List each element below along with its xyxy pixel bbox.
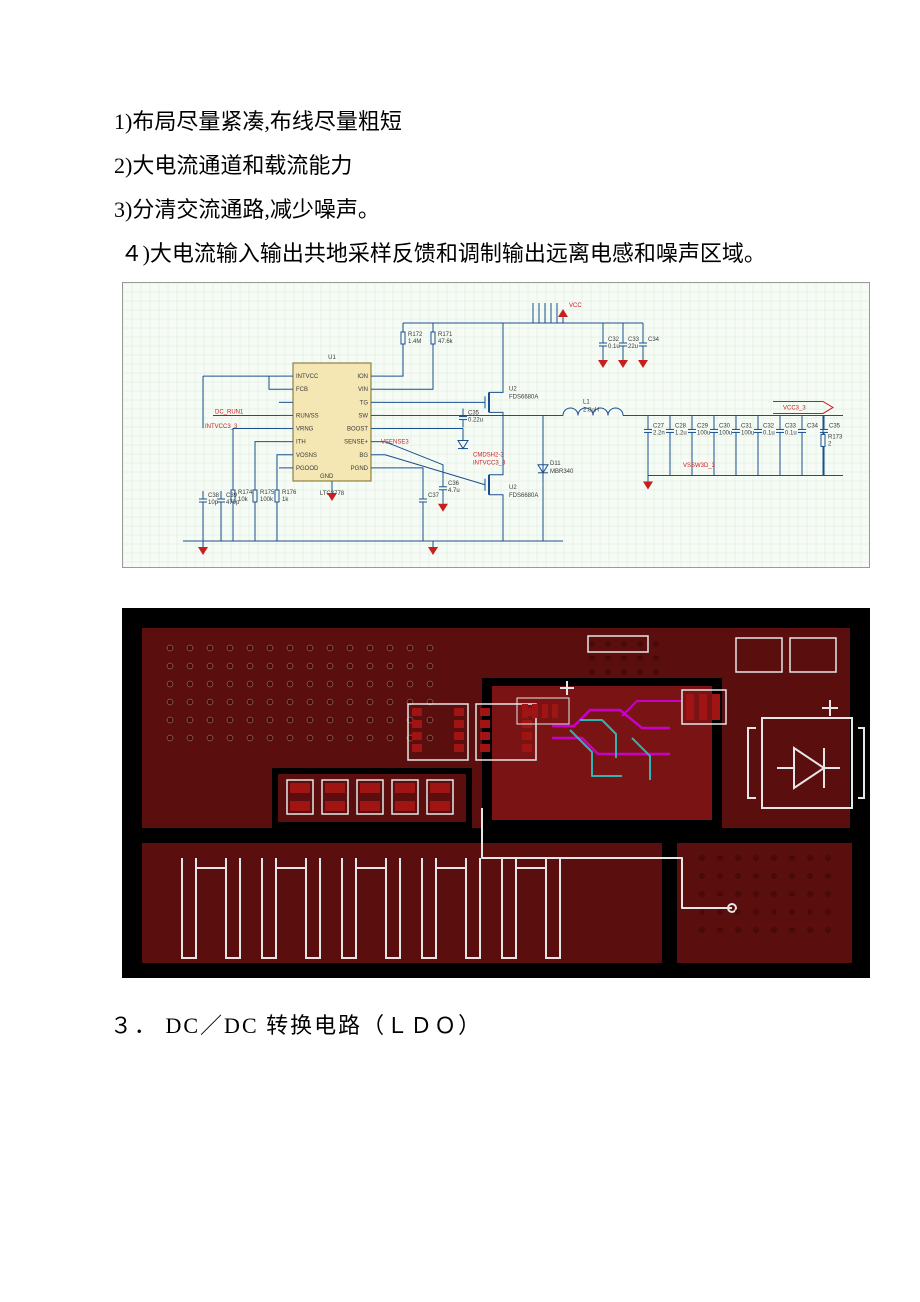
svg-text:22u: 22u (628, 344, 638, 350)
svg-text:C31: C31 (741, 423, 753, 429)
svg-text:INTVCC: INTVCC (296, 374, 319, 380)
svg-text:C37: C37 (428, 493, 440, 499)
svg-text:C35: C35 (468, 411, 480, 417)
svg-text:1k: 1k (282, 497, 289, 503)
svg-text:C36: C36 (448, 481, 460, 487)
svg-text:U2: U2 (509, 386, 517, 392)
svg-text:GND: GND (320, 474, 334, 480)
svg-text:BG: BG (359, 453, 368, 459)
svg-text:TG: TG (360, 400, 369, 406)
svg-text:INTVCC3_3: INTVCC3_3 (473, 461, 506, 467)
svg-text:2.8uH: 2.8uH (583, 407, 599, 413)
svg-text:470p: 470p (226, 500, 240, 506)
svg-text:0.1u: 0.1u (608, 344, 620, 350)
svg-text:VSENSE3: VSENSE3 (381, 440, 409, 446)
svg-text:BOOST: BOOST (347, 427, 368, 433)
list-item-2: 2)大电流通道和载流能力 (70, 144, 850, 188)
svg-text:C33: C33 (628, 337, 640, 343)
svg-text:D11: D11 (550, 461, 561, 467)
svg-text:C34: C34 (807, 423, 819, 429)
svg-text:C30: C30 (719, 423, 731, 429)
pcb-figure (122, 608, 870, 978)
svg-text:SENSE+: SENSE+ (344, 440, 368, 446)
svg-text:FCB: FCB (296, 387, 308, 393)
svg-text:R176: R176 (282, 490, 297, 496)
svg-text:C27: C27 (653, 423, 665, 429)
svg-text:VCC3_3: VCC3_3 (783, 405, 806, 411)
svg-text:FDS6680A: FDS6680A (509, 394, 538, 400)
list-item-4: ４)大电流输入输出共地采样反馈和调制输出远离电感和噪声区域。 (70, 232, 850, 276)
svg-text:VCC: VCC (569, 303, 582, 309)
svg-text:VSSW3D_3: VSSW3D_3 (683, 463, 716, 469)
svg-text:L1: L1 (583, 399, 590, 405)
svg-text:U1: U1 (328, 355, 336, 361)
svg-text:C29: C29 (697, 423, 709, 429)
svg-text:DC_RUN1: DC_RUN1 (215, 409, 244, 415)
list-item-1: 1)布局尽量紧凑,布线尽量粗短 (70, 100, 850, 144)
svg-text:C32: C32 (608, 337, 620, 343)
svg-text:100k: 100k (260, 497, 274, 503)
svg-text:R173: R173 (828, 434, 843, 440)
list-item-3: 3)分清交流通路,减少噪声。 (70, 188, 850, 232)
svg-text:SW: SW (358, 413, 368, 419)
svg-text:0.1u: 0.1u (763, 430, 775, 436)
svg-text:C34: C34 (648, 337, 660, 343)
svg-text:1.2u: 1.2u (675, 430, 687, 436)
schematic-svg: U1LTC3778INTVCCFCBRUN/SSVRNGITHVOSNSPGOO… (123, 283, 870, 568)
svg-text:R175: R175 (260, 490, 275, 496)
svg-text:C33: C33 (785, 423, 797, 429)
svg-text:R174: R174 (238, 490, 253, 496)
svg-text:1.4M: 1.4M (408, 339, 421, 345)
svg-text:10k: 10k (238, 497, 249, 503)
svg-text:PGND: PGND (351, 466, 369, 472)
svg-text:C35: C35 (829, 423, 841, 429)
svg-text:VIN: VIN (358, 387, 368, 393)
svg-text:2.2n: 2.2n (653, 430, 665, 436)
svg-text:100u: 100u (697, 430, 710, 436)
schematic-figure: U1LTC3778INTVCCFCBRUN/SSVRNGITHVOSNSPGOO… (122, 282, 870, 568)
svg-text:CMDSH2-3: CMDSH2-3 (473, 453, 504, 459)
section-heading: ３． DC／DC 转换电路（ＬＤＯ） (110, 1008, 850, 1040)
svg-text:47.6k: 47.6k (438, 339, 454, 345)
svg-text:10p: 10p (208, 500, 219, 506)
svg-text:C28: C28 (675, 423, 687, 429)
svg-text:U2: U2 (509, 485, 517, 491)
svg-text:100u: 100u (719, 430, 732, 436)
pcb-svg (122, 608, 870, 978)
svg-text:C39: C39 (226, 493, 238, 499)
svg-text:RUN/SS: RUN/SS (296, 413, 319, 419)
svg-text:C32: C32 (763, 423, 775, 429)
svg-text:0.22u: 0.22u (468, 418, 483, 424)
svg-text:100u: 100u (741, 430, 754, 436)
svg-text:FDS6680A: FDS6680A (509, 493, 538, 499)
svg-text:R171: R171 (438, 332, 453, 338)
svg-text:ION: ION (357, 374, 368, 380)
svg-text:C38: C38 (208, 493, 220, 499)
svg-text:R172: R172 (408, 332, 423, 338)
svg-text:2: 2 (828, 441, 832, 447)
svg-text:PGOOD: PGOOD (296, 466, 319, 472)
svg-text:ITH: ITH (296, 440, 306, 446)
svg-text:MBR340: MBR340 (550, 469, 574, 475)
svg-text:VOSNS: VOSNS (296, 453, 317, 459)
svg-text:0.1u: 0.1u (785, 430, 797, 436)
svg-text:4.7u: 4.7u (448, 488, 460, 494)
svg-text:VRNG: VRNG (296, 427, 314, 433)
